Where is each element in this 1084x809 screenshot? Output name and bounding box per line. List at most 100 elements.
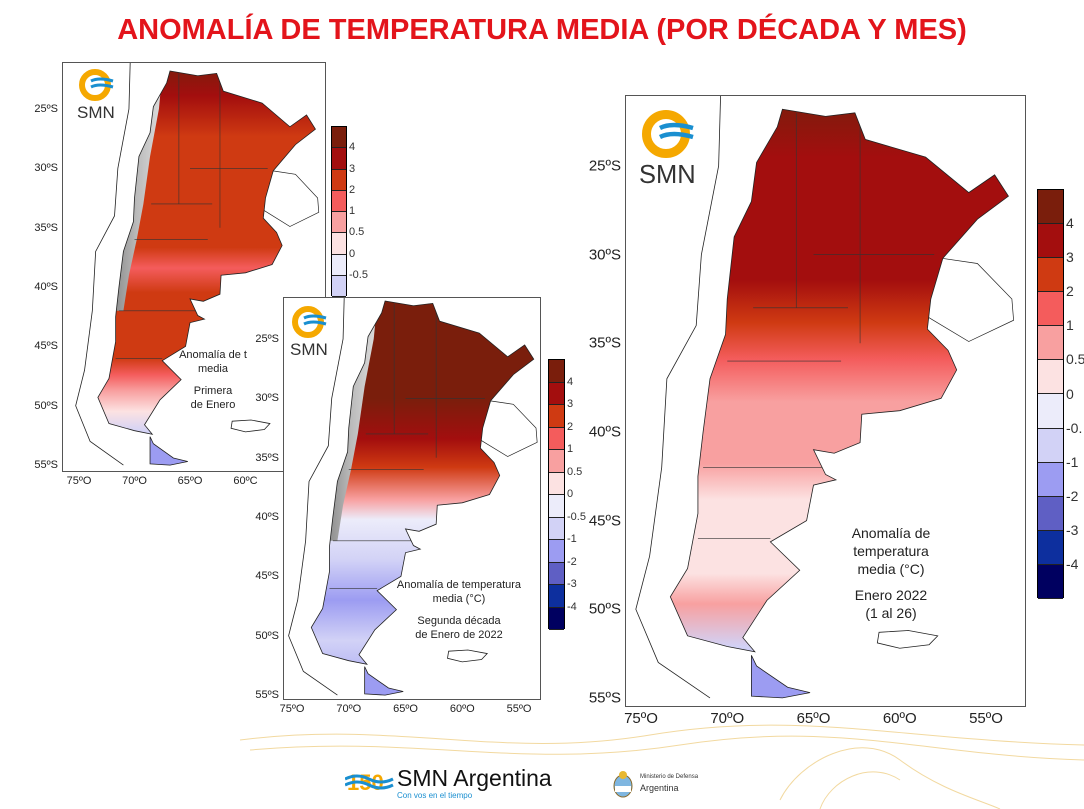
footer-brand: SMN Argentina: [397, 765, 552, 791]
colorbar-label: 0: [1066, 385, 1074, 402]
smn-logo-text: SMN: [639, 161, 696, 189]
longitude-label: 55ºO: [506, 703, 532, 715]
colorbar-swatch: [1038, 326, 1063, 361]
slide-title: ANOMALÍA DE TEMPERATURA MEDIA (POR DÉCAD…: [117, 14, 967, 46]
colorbar-swatch: [1038, 428, 1063, 463]
colorbar-swatch: [1038, 530, 1063, 565]
longitude-label: 75ºO: [279, 703, 305, 715]
colorbar-label: -4: [1066, 555, 1079, 572]
argentina-outline: [97, 70, 316, 435]
colorbar: [1037, 189, 1064, 599]
colorbar-swatch: [549, 562, 564, 585]
colorbar-swatch: [332, 212, 346, 234]
latitude-label: 30ºS: [588, 246, 621, 264]
colorbar-swatch: [332, 254, 346, 276]
caption-line: de Enero de 2022: [415, 629, 503, 641]
colorbar-swatch: [1038, 190, 1063, 225]
longitude-label: 75ºO: [624, 710, 658, 727]
latitude-label: 45ºS: [588, 512, 621, 530]
colorbar-swatch: [332, 233, 346, 255]
latitude-label: 55ºS: [588, 689, 621, 707]
argentina-outline: [310, 300, 535, 665]
colorbar-label: -3: [1066, 521, 1079, 538]
caption-line: media (°C): [857, 561, 925, 577]
colorbar-label: 2: [567, 420, 574, 433]
colorbar: [331, 126, 347, 297]
colorbar-swatch: [549, 382, 564, 405]
colorbar-label: 4: [1066, 215, 1074, 232]
caption-line: Segunda década: [417, 615, 501, 627]
smn-sun-wave-icon: [292, 306, 327, 338]
colorbar-swatch: [1038, 394, 1063, 429]
malvinas-islands: [447, 649, 489, 663]
tierra-del-fuego: [149, 436, 188, 466]
colorbar-label: 3: [349, 162, 356, 175]
colorbar-label: 2: [1066, 283, 1074, 300]
colorbar-swatch: [1038, 258, 1063, 293]
map-canvas: [635, 96, 1014, 699]
colorbar-label: 0.5: [567, 465, 583, 478]
map-canvas: [288, 298, 538, 696]
ministry-line-1: Ministerio de Defensa: [640, 774, 699, 780]
caption-line: [816, 578, 966, 586]
malvinas-islands: [876, 630, 939, 649]
longitude-label: 65ºO: [177, 475, 203, 487]
latitude-label: 35ºS: [34, 221, 58, 234]
smn-sun-wave-icon: [79, 69, 114, 101]
colorbar-label: -1: [1066, 453, 1079, 470]
map-caption: Anomalía de temperatura media (°C) Segunda…: [394, 578, 524, 642]
map-caption: Anomalía de temperatura media (°C) Enero 2…: [816, 524, 966, 622]
smn-150-logo-icon: 150: [345, 770, 394, 795]
colorbar: [548, 359, 565, 630]
caption-line: Anomalía de temperatura: [396, 579, 522, 591]
colorbar-swatch: [332, 127, 346, 149]
latitude-label: 25ºS: [255, 333, 279, 345]
uruguay-border: [480, 400, 538, 457]
colorbar-swatch: [332, 275, 346, 297]
colorbar-label: -0.5: [349, 268, 368, 281]
colorbar-swatch: [549, 450, 564, 473]
caption-line: de Enero: [190, 399, 236, 411]
colorbar-swatch: [549, 405, 564, 428]
smn-sun-wave-icon: [642, 110, 694, 158]
latitude-label: 40ºS: [255, 511, 279, 524]
uruguay-border: [263, 170, 320, 227]
ministry-line-2: Argentina: [640, 783, 679, 793]
longitude-label: 65ºO: [796, 710, 831, 727]
longitude-label: 70ºO: [122, 475, 147, 487]
caption-line: (1 al 26): [865, 605, 917, 621]
latitude-label: 55ºS: [34, 459, 58, 472]
colorbar-label: 1: [349, 205, 356, 217]
longitude-label: 65ºO: [393, 703, 418, 715]
longitude-label: 55ºO: [969, 710, 1003, 727]
colorbar-swatch: [1038, 462, 1063, 497]
latitude-label: 45ºS: [34, 340, 58, 353]
map-january-2022: SMN 25ºS 30ºS 35ºS 40ºS 45ºS 50ºS 55ºS 75ºO 70ºO 6…: [589, 95, 1084, 727]
colorbar-label: -3: [567, 578, 577, 590]
latitude-label: 35ºS: [255, 451, 279, 464]
latitude-label: 50ºS: [588, 600, 621, 618]
chile-coastline: [635, 96, 721, 699]
colorbar-label: -2: [567, 555, 577, 568]
colorbar-label: 1: [567, 443, 574, 455]
colorbar-label: -2: [1066, 487, 1079, 504]
map-caption: Anomalía de t media Primera de Enero: [163, 348, 263, 412]
latitude-label: 50ºS: [34, 399, 58, 412]
tierra-del-fuego: [751, 655, 811, 699]
colorbar-label: -0.5: [567, 510, 586, 523]
latitude-label: 55ºS: [255, 689, 279, 702]
latitude-label: 35ºS: [588, 334, 621, 352]
tierra-del-fuego: [364, 666, 404, 696]
colorbar-swatch: [1038, 564, 1063, 599]
colorbar-label: 0: [349, 247, 356, 260]
chile-coastline: [75, 63, 131, 466]
colorbar-label: 0.5: [349, 226, 365, 239]
colorbar-label: 1: [1066, 317, 1074, 334]
caption-line: [394, 606, 524, 614]
caption-line: media: [198, 363, 228, 375]
longitude-label: 70ºO: [710, 710, 745, 727]
colorbar-label: 4: [567, 375, 574, 388]
colorbar-swatch: [332, 190, 346, 212]
latitude-label: 25ºS: [588, 157, 621, 175]
longitude-label: 60ºC: [233, 475, 258, 487]
